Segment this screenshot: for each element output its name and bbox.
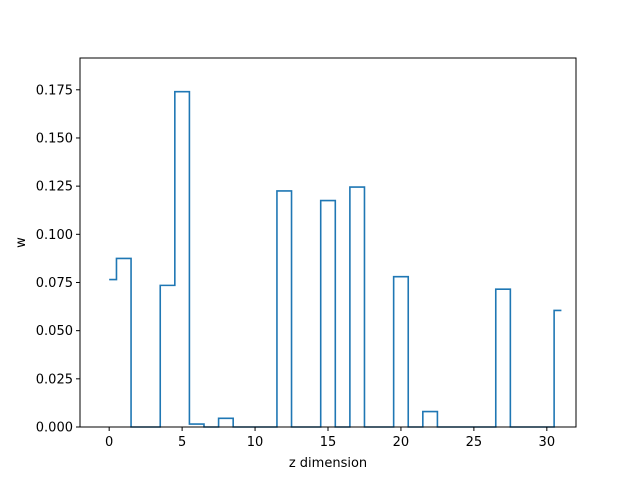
x-tick-label: 25 <box>466 435 483 450</box>
axes-frame <box>79 57 577 428</box>
x-tick-label: 0 <box>105 435 113 450</box>
x-tick-label: 5 <box>178 435 186 450</box>
y-tick-label: 0.100 <box>36 228 73 243</box>
y-axis-label: w <box>14 237 29 248</box>
x-tick-label: 15 <box>320 435 337 450</box>
x-tick-label: 10 <box>247 435 264 450</box>
x-tick-label: 30 <box>539 435 556 450</box>
y-tick-label: 0.150 <box>36 131 73 146</box>
y-tick-label: 0.175 <box>36 83 73 98</box>
y-tick-label: 0.000 <box>36 421 73 436</box>
axis-ticks: 0 5 10 15 20 25 30 0.000 0.025 0.050 0.075 0.100 0.1… <box>36 83 555 450</box>
x-axis-label: z dimension <box>289 456 367 471</box>
x-tick-label: 20 <box>393 435 410 450</box>
y-tick-label: 0.075 <box>36 276 73 291</box>
y-tick-label: 0.050 <box>36 324 73 339</box>
y-tick-label: 0.025 <box>36 372 73 387</box>
y-tick-label: 0.125 <box>36 180 73 195</box>
